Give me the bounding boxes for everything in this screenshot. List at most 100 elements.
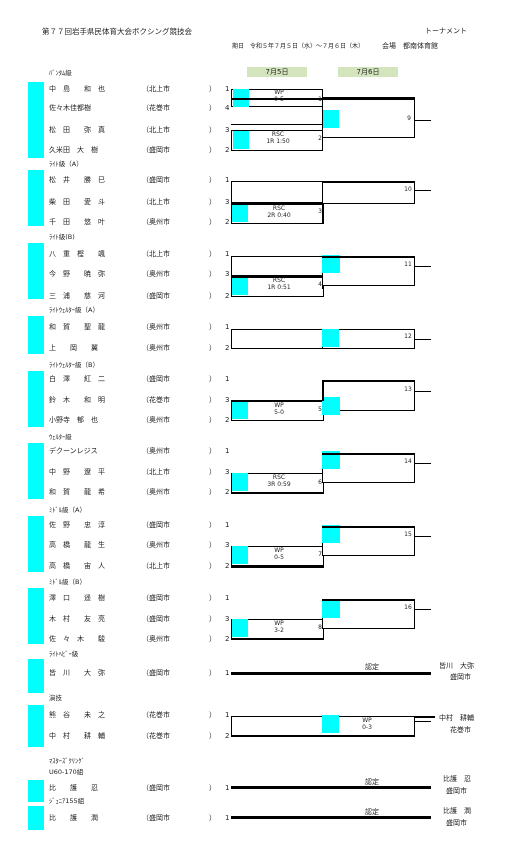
player-team: （花巻市 xyxy=(142,104,170,112)
close-paren: ） xyxy=(209,635,216,643)
bout-number: 11 xyxy=(404,261,412,268)
close-paren: ） xyxy=(209,323,216,331)
close-paren: ） xyxy=(209,711,216,719)
bout-result: WP 0-5 xyxy=(274,547,284,561)
player-name: 久米田 大 樹 xyxy=(49,146,98,154)
bracket-line xyxy=(322,599,415,601)
weight-class-label: ﾗｲﾄﾍﾋﾞｰ級 xyxy=(49,650,79,658)
bracket-line xyxy=(231,566,324,568)
nintei-label: 認定 xyxy=(365,663,379,671)
player-row: 上 岡 翼 （奥州市 ） 2 xyxy=(49,344,239,354)
bracket-line xyxy=(231,735,415,737)
nintei-label: 認定 xyxy=(365,808,379,816)
weight-class-label: ﾗｲﾄｳｪﾙﾀｰ級（A） xyxy=(49,306,99,314)
player-row: 久米田 大 樹 （盛岡市 ） 2 xyxy=(49,146,239,156)
corner-number: 2 xyxy=(225,344,230,352)
close-paren: ） xyxy=(209,85,216,93)
winner-highlight xyxy=(323,110,339,128)
player-team: （盛岡市 xyxy=(142,784,170,792)
corner-number: 2 xyxy=(225,292,230,300)
corner-number: 3 xyxy=(225,468,230,476)
bout-number: 9 xyxy=(407,115,411,122)
close-paren: ） xyxy=(209,562,216,570)
close-paren: ） xyxy=(209,270,216,278)
corner-number: 2 xyxy=(225,732,230,740)
close-paren: ） xyxy=(209,146,216,154)
player-name: 上 岡 翼 xyxy=(49,344,98,352)
bout-number: 13 xyxy=(404,386,412,393)
winner-name: 比護 忍 xyxy=(443,775,471,783)
winner-highlight xyxy=(322,329,339,347)
day2-header: 7月6日 xyxy=(338,67,398,77)
player-name: 中 村 耕 輔 xyxy=(49,732,105,740)
bout-number: 4 xyxy=(318,281,322,288)
close-paren: ） xyxy=(209,250,216,258)
close-paren: ） xyxy=(209,468,216,476)
bracket-line xyxy=(414,120,431,121)
cyan-marker xyxy=(28,806,44,830)
close-paren: ） xyxy=(209,292,216,300)
winner-highlight xyxy=(232,546,248,564)
bracket-line xyxy=(322,204,324,224)
player-team: （奥州市 xyxy=(142,218,170,226)
player-name: 今 野 暁 弥 xyxy=(49,270,105,278)
close-paren: ） xyxy=(209,615,216,623)
player-row: 木 村 友 亮 （盛岡市 ） 3 xyxy=(49,615,239,625)
bout-number: 7 xyxy=(318,551,322,558)
close-paren: ） xyxy=(209,669,216,677)
close-paren: ） xyxy=(209,416,216,424)
bout-number: 2 xyxy=(318,135,322,142)
player-row: 三 浦 慈 河 （盛岡市 ） 2 xyxy=(49,292,239,302)
corner-number: 1 xyxy=(225,323,230,331)
dates-label: 期日 令和５年７月５日（水）～７月６日（木） xyxy=(232,43,365,50)
close-paren: ） xyxy=(209,126,216,134)
winner-highlight xyxy=(322,255,340,273)
corner-number: 3 xyxy=(225,541,230,549)
close-paren: ） xyxy=(209,541,216,549)
corner-number: 4 xyxy=(225,104,230,112)
winner-highlight xyxy=(232,473,248,491)
bracket-line xyxy=(414,609,431,610)
winner-team: 盛岡市 xyxy=(446,819,467,827)
bracket-line xyxy=(322,381,324,401)
bracket-line xyxy=(231,276,324,278)
corner-number: 1 xyxy=(225,176,230,184)
player-row: 中 村 耕 輔 （花巻市 ） 2 xyxy=(49,732,239,742)
bracket-line xyxy=(322,526,415,528)
player-row: 高 橋 宙 人 （北上市 ） 2 xyxy=(49,562,239,572)
weight-class-label: U60-170組 xyxy=(49,768,84,776)
cyan-marker xyxy=(28,443,44,499)
player-row: 中 野 遼 平 （北上市 ） 3 xyxy=(49,468,239,478)
corner-number: 2 xyxy=(225,562,230,570)
close-paren: ） xyxy=(209,218,216,226)
player-name: 高 橋 龍 生 xyxy=(49,541,105,549)
corner-number: 3 xyxy=(225,126,230,134)
bracket-line xyxy=(231,400,324,402)
weight-class-label: ﾗｲﾄ級(B) xyxy=(49,233,75,241)
weight-class-label: ｳｪﾙﾀｰ級 xyxy=(49,433,72,441)
weight-class-label: ﾊﾞﾝﾀﾑ級 xyxy=(49,69,72,77)
corner-number: 2 xyxy=(225,416,230,424)
cyan-marker xyxy=(28,659,44,693)
player-row: 今 野 暁 弥 （奥州市 ） 3 xyxy=(49,270,239,280)
bracket-line xyxy=(231,492,324,494)
player-row: 白 澤 紅 二 （盛岡市 ） 1 xyxy=(49,375,239,385)
player-team: （奥州市 xyxy=(142,635,170,643)
bout-number: 12 xyxy=(404,333,412,340)
player-name: 小野寺 郁 也 xyxy=(49,416,98,424)
player-row: 澤 口 遥 樹 （盛岡市 ） 1 xyxy=(49,594,239,604)
player-row: 比 護 忍 （盛岡市 ） 1 xyxy=(49,784,239,794)
winner-highlight xyxy=(232,204,248,222)
bout-box xyxy=(231,130,323,151)
player-team: （盛岡市 xyxy=(142,615,170,623)
player-name: 松 井 勝 巳 xyxy=(49,176,105,184)
bout-box xyxy=(231,546,324,566)
bracket-line xyxy=(414,721,431,722)
bracket-line xyxy=(231,124,323,125)
player-team: （盛岡市 xyxy=(142,176,170,184)
player-name: 高 橋 宙 人 xyxy=(49,562,105,570)
player-name: 中 島 和 也 xyxy=(49,85,105,93)
bout-result: RSC 1R 0:51 xyxy=(267,277,291,291)
corner-number: 1 xyxy=(225,669,230,677)
player-team: （北上市 xyxy=(142,468,170,476)
